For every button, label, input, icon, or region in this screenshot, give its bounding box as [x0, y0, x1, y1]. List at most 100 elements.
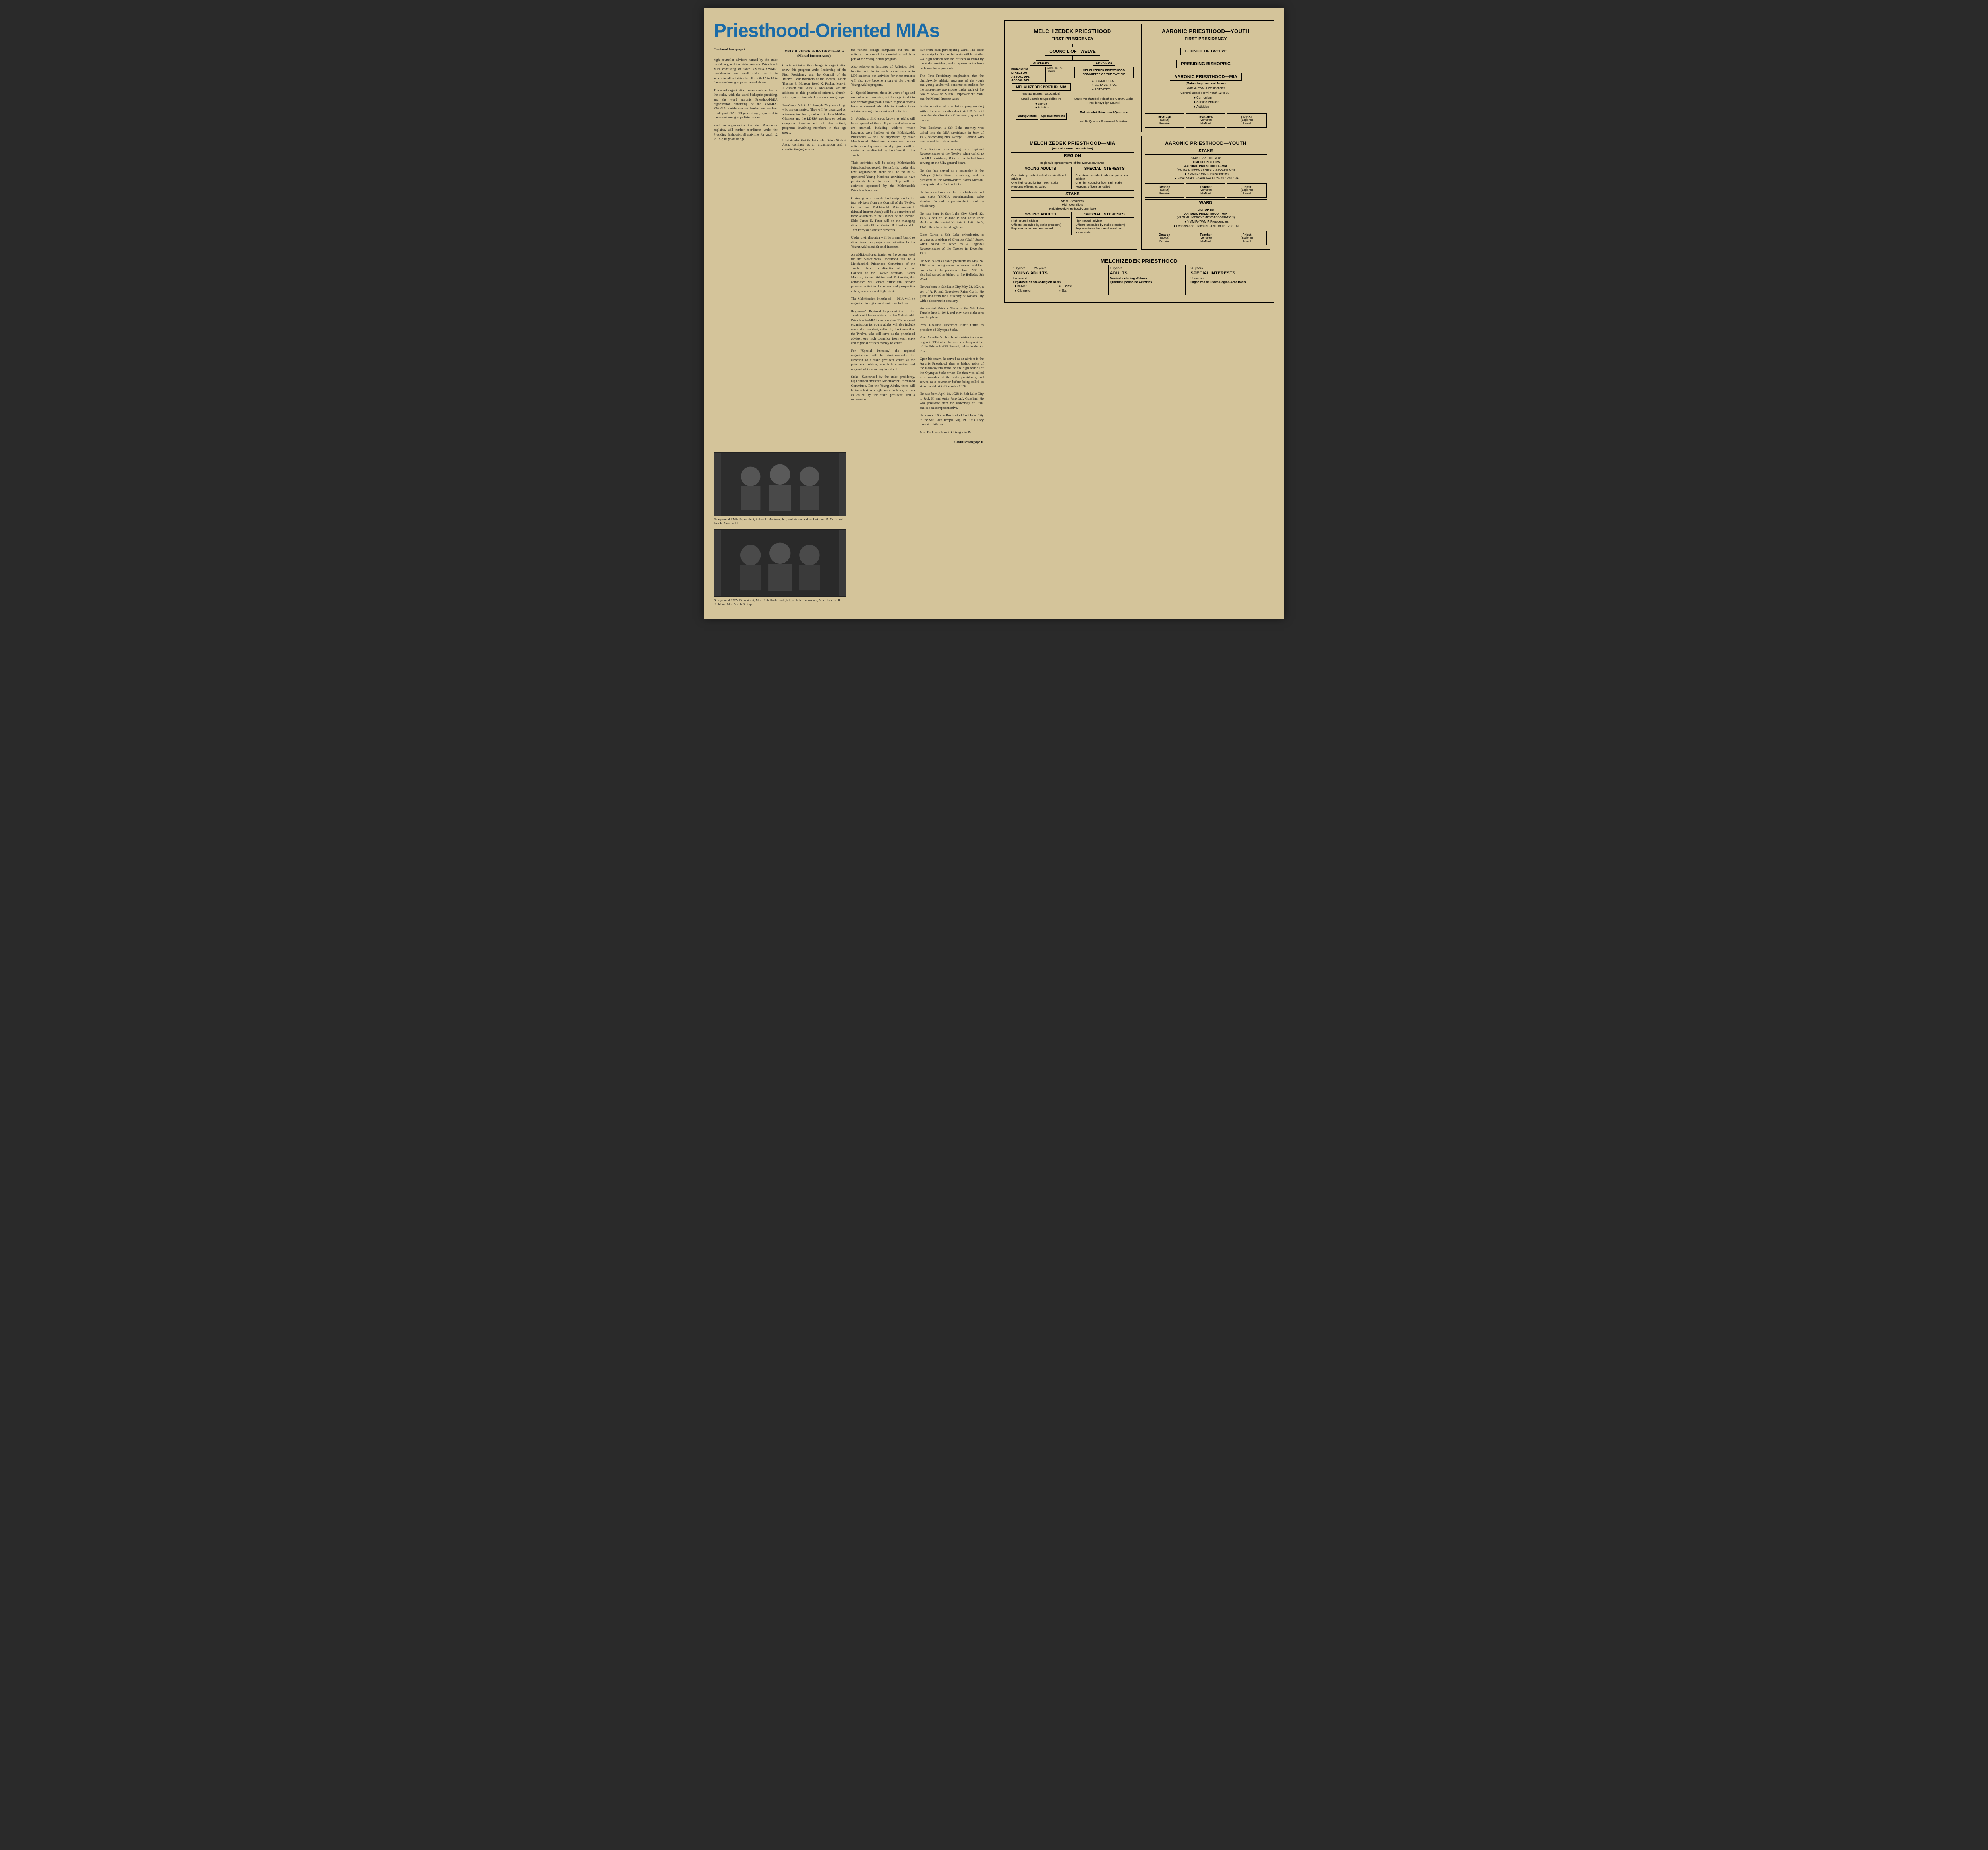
role: ASSOC. DIR.	[1011, 78, 1044, 82]
role: ASSOC. DIR.	[1011, 75, 1044, 79]
line: AARONIC PRIESTHOOD—MIA	[1145, 164, 1267, 168]
bullet: Gleaners	[1015, 289, 1059, 293]
sub: (MUTUAL IMPROVEMENT ASSOCIATION)	[1145, 168, 1267, 172]
lower-text: Melchizedek Priesthood Quorums	[1080, 111, 1128, 115]
para: Implementation of any future programming…	[920, 104, 984, 122]
bullet: Small Stake Boards For All Youth 12 to 1…	[1146, 176, 1267, 181]
newspaper-spread: Priesthood-Oriented MIAs Continued from …	[704, 8, 1284, 619]
para: the various college campuses, but that a…	[851, 48, 915, 61]
bullet: Leaders And Teachers Of All Youth 12 to …	[1146, 224, 1267, 228]
chart-melchizedek-priesthood: MELCHIZEDEK PRIESTHOOD FIRST PRESIDENCY …	[1008, 24, 1137, 132]
chart-title: MELCHIZEDEK PRIESTHOOD	[1011, 28, 1134, 34]
subheading: MELCHIZEDEK PRIESTHOOD—MIA (Mutual Inter…	[782, 49, 846, 58]
column-4: tive from each participating ward. The s…	[920, 48, 984, 445]
age-box: Priest(Explorer)Laurel	[1227, 231, 1267, 245]
para: He married Patricia Glade in the Salt La…	[920, 306, 984, 320]
bullet: Service Projects	[1194, 100, 1219, 104]
age-box: Teacher(Venturer)MiaMaid	[1186, 231, 1226, 245]
advisers-label: ADVISERS	[1030, 62, 1052, 66]
left-page: Priesthood-Oriented MIAs Continued from …	[704, 8, 994, 619]
para: Pres. Goaslind's church administrative c…	[920, 335, 984, 353]
para: He married Gwen Bradford of Salt Lake Ci…	[920, 413, 984, 427]
bullet: YMMIA-YWMIA Presidencies	[1146, 172, 1267, 176]
photo-placeholder-icon	[714, 453, 846, 516]
sub-label: (Mutual Interest Association)	[1022, 92, 1060, 96]
para: high councilor advisors named by the sta…	[714, 58, 778, 85]
age-group-adults: 18 years ADULTS Married Including Widows…	[1108, 265, 1186, 295]
level-box: FIRST PRESIDENCY	[1047, 35, 1098, 43]
chart-title: MELCHIZEDEK PRIESTHOOD	[1011, 258, 1267, 264]
small-boards: Small Boards to Specialize In:	[1021, 97, 1061, 101]
age-box: Teacher(Venturer)MiaMaid	[1186, 183, 1226, 198]
photo-caption-2: New general YWMIA president, Mrs. Ruth H…	[714, 598, 846, 607]
bullet: Service	[1035, 102, 1048, 106]
ward-head: WARD	[1145, 199, 1267, 206]
chart-aaronic-youth-stake: AARONIC PRIESTHOOD—YOUTH STAKE STAKE PRE…	[1141, 136, 1270, 250]
age-box: DEACON(Scout)Beehive	[1145, 113, 1184, 128]
bottom-text: Adults Quorum Sponsored Activities	[1080, 120, 1128, 124]
line: STAKE PRESIDENCY	[1145, 156, 1267, 160]
line: BISHOPRIC	[1145, 208, 1267, 212]
bullet: Etc.	[1059, 289, 1103, 293]
column-1: Continued from page 3 high councilor adv…	[714, 48, 778, 445]
para: Giving general church leadership, under …	[851, 196, 915, 233]
bullet: ACTIVITIES	[1092, 87, 1117, 92]
chart-title: AARONIC PRIESTHOOD—YOUTH	[1145, 140, 1267, 146]
bottom-box: Special Interests	[1040, 113, 1067, 120]
para: Pres. Backman, a Salt Lake attorney, was…	[920, 126, 984, 144]
para: 2—Special Interests, those 26 years of a…	[851, 91, 915, 113]
para: Stake—Supervised by the stake presidency…	[851, 375, 915, 402]
sub: (MUTUAL IMPROVEMENT ASSOCIATION)	[1145, 215, 1267, 219]
headline: Priesthood-Oriented MIAs	[714, 20, 984, 42]
para: An additional organization on the genera…	[851, 252, 915, 293]
age-box: Deacon(Scout)Beehive	[1145, 231, 1184, 245]
col-head: SPECIAL INTERESTS	[1076, 167, 1134, 172]
para: Region—A Regional Representative of the …	[851, 309, 915, 346]
bullet: Activities	[1035, 106, 1048, 110]
col-head: YOUNG ADULTS	[1011, 212, 1070, 218]
level-box: PRESIDING BISHOPRIC	[1176, 60, 1235, 68]
para: Mrs. Funk was born in Chicago, to Dr.	[920, 430, 984, 435]
para: He has served as a member of a bishopric…	[920, 190, 984, 208]
para: Charts outlining this change in organiza…	[782, 63, 846, 100]
photo-ymmia-presidency	[714, 452, 846, 516]
line: General Board For All Youth 12 to 18+	[1180, 91, 1231, 95]
org-charts-container: MELCHIZEDEK PRIESTHOOD FIRST PRESIDENCY …	[1004, 20, 1274, 303]
col-head: SPECIAL INTERESTS	[1076, 212, 1134, 218]
para: tive from each participating ward. The s…	[920, 48, 984, 70]
column-3: the various college campuses, but that a…	[851, 48, 915, 445]
para: He was born April 18, 1928 in Salt Lake …	[920, 392, 984, 410]
age-box: PRIEST(Explorer)Laurel	[1227, 113, 1267, 128]
para: The First Presidency emphasized that the…	[920, 74, 984, 101]
level-box: COUNCIL OF TWELVE	[1180, 48, 1231, 55]
para: It is intended that the Latter-day Saint…	[782, 138, 846, 151]
region-head: REGION	[1011, 152, 1134, 159]
bottom-box: Young Adults	[1016, 113, 1038, 120]
bullet: Activities	[1194, 105, 1219, 109]
age-box: Deacon(Scout)Beehive	[1145, 183, 1184, 198]
bullet: SERVICE PROJ.	[1092, 83, 1117, 87]
sub: (Mutual Interest Association)	[1011, 147, 1134, 151]
photo-caption-1: New general YMMIA president, Robert L. B…	[714, 518, 846, 526]
para: For "Special Interests," the regional or…	[851, 349, 915, 371]
age-group-young-adults: 18 years 25 years YOUNG ADULTS Unmarried…	[1011, 265, 1105, 295]
para: He was born in Salt Lake City March 22, …	[920, 212, 984, 230]
advisers-label: ADVISERS	[1093, 62, 1115, 66]
para: 3—Adults, a third group known as adults …	[851, 116, 915, 157]
para: He was born in Salt Lake City May 22, 19…	[920, 285, 984, 303]
photo-block-1: New general YMMIA president, Robert L. B…	[714, 449, 846, 607]
age-box: Priest(Explorer)Laurel	[1227, 183, 1267, 198]
para: Their activities will be solely Melchize…	[851, 161, 915, 192]
chart-melchizedek-age-groups: MELCHIZEDEK PRIESTHOOD 18 years 25 years…	[1008, 254, 1270, 299]
right-page: MELCHIZEDEK PRIESTHOOD FIRST PRESIDENCY …	[994, 8, 1284, 619]
col-text: One stake president called as priesthood…	[1011, 173, 1070, 189]
main-box: AARONIC PRIESTHOOD—MIA	[1170, 73, 1241, 81]
mid-text: Stake Melchizedek Priesthood Comm. Stake…	[1074, 97, 1134, 105]
bullet: M-Men	[1015, 284, 1059, 288]
line: HIGH COUNCILORS	[1145, 160, 1267, 164]
para: The ward organization corresponds to tha…	[714, 88, 778, 120]
col-text: One stake president called as priesthood…	[1076, 173, 1134, 189]
photo-placeholder-icon	[714, 530, 846, 596]
sub-label: (Mutual Improvement Assn.)	[1186, 82, 1226, 85]
stake-head: STAKE	[1011, 190, 1134, 198]
